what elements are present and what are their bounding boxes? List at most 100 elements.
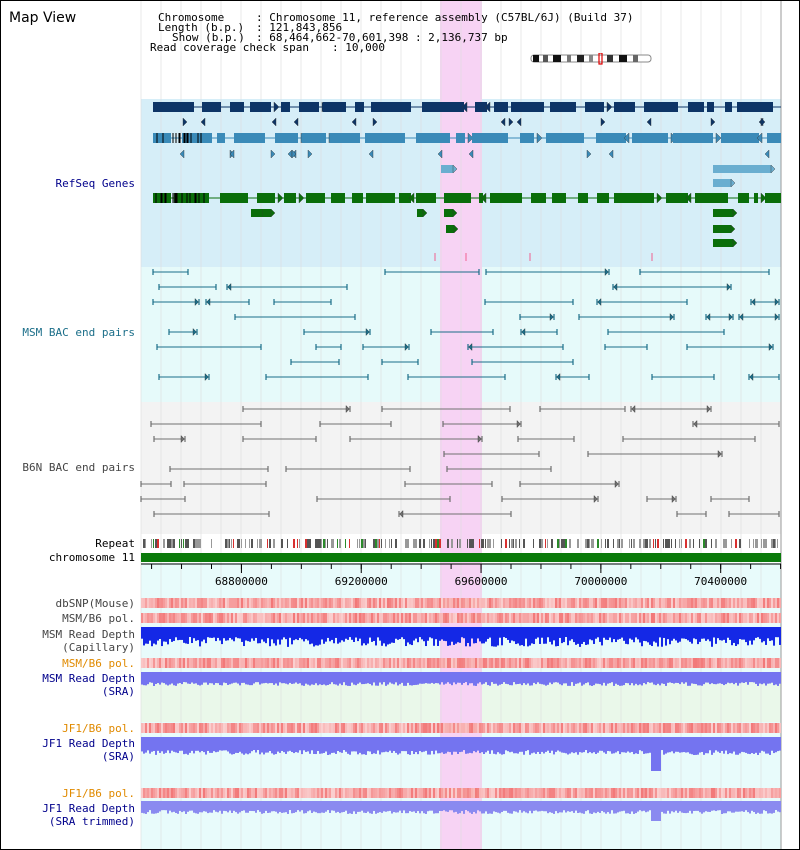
jf1-trimmed-depth-bar (729, 801, 731, 812)
msm-sra-depth-bar (505, 672, 507, 684)
jf1-trimmed-depth-bar (493, 801, 495, 812)
msm-sra-depth-bar (437, 672, 439, 684)
jf1-b6-pol-strip (443, 723, 445, 733)
msm-capillary-depth-bar (733, 627, 735, 643)
jf1-b6-pol-strip (299, 723, 301, 733)
msm-b6-pol-strip (757, 613, 759, 623)
dbsnp-strip (487, 598, 489, 608)
msm-b6-pol-strip-2 (231, 658, 233, 668)
msm-b6-pol-strip (559, 613, 561, 623)
jf1-b6-pol-strip (303, 723, 305, 733)
jf1-sra-depth-bar (665, 737, 667, 754)
dbsnp-strip (475, 598, 477, 608)
dbsnp-strip (423, 598, 425, 608)
dbsnp-strip (289, 598, 291, 608)
jf1-b6-pol-strip (641, 723, 643, 733)
jf1-b6-pol-strip (361, 723, 363, 733)
jf1-b6-pol-strip-2 (337, 788, 339, 798)
msm-b6-pol-strip (725, 613, 727, 623)
msm-b6-pol-strip-2 (409, 658, 411, 668)
msm-b6-pol-strip-2 (513, 658, 515, 668)
jf1-sra-depth-bar (457, 737, 459, 754)
repeat-mark (633, 539, 635, 548)
jf1-trimmed-depth-bar (449, 801, 451, 811)
msm-b6-pol-strip (287, 613, 289, 623)
msm-b6-pol-strip (649, 613, 651, 623)
dbsnp-strip (333, 598, 335, 608)
msm-sra-depth-bar (197, 672, 199, 685)
msm-capillary-depth-bar (659, 627, 661, 638)
msm-sra-depth-bar (393, 672, 395, 685)
msm-sra-depth-bar (587, 672, 589, 683)
jf1-b6-pol-strip-2 (257, 788, 259, 798)
jf1-sra-depth-bar (373, 737, 375, 754)
jf1-b6-pol-strip-2 (299, 788, 301, 798)
jf1-b6-pol-strip (467, 723, 469, 733)
jf1-b6-pol-strip-2 (377, 788, 379, 798)
msm-sra-depth-bar (423, 672, 425, 684)
msm-b6-pol-strip (589, 613, 591, 623)
dbsnp-strip (571, 598, 573, 608)
jf1-sra-depth-bar (725, 737, 727, 751)
jf1-b6-pol-strip (471, 723, 473, 733)
dbsnp-strip (733, 598, 735, 608)
jf1-b6-pol-strip (451, 723, 453, 733)
dbsnp-strip (375, 598, 377, 608)
jf1-b6-pol-strip-2 (675, 788, 677, 798)
msm-b6-pol-strip-2 (445, 658, 447, 668)
jf1-trimmed-depth-bar (185, 801, 187, 814)
msm-b6-pol-strip-2 (447, 658, 449, 668)
gene-strand-arrow (760, 117, 766, 127)
gene-exon (737, 102, 773, 112)
msm-capillary-depth-bar (347, 627, 349, 640)
msm-capillary-depth-bar (197, 627, 199, 641)
msm-b6-pol-strip (421, 613, 423, 623)
dbsnp-strip (561, 598, 563, 608)
msm-capillary-depth-bar (149, 627, 151, 641)
msm-sra-depth-bar (247, 672, 249, 685)
jf1-b6-pol-strip (645, 723, 647, 733)
repeat-mark (483, 539, 484, 548)
gene-exon (707, 102, 714, 112)
gene-strand-arrow (461, 101, 468, 113)
jf1-sra-depth-bar (503, 737, 505, 755)
dbsnp-strip (199, 598, 201, 608)
repeat-mark (337, 539, 338, 548)
jf1-b6-pol-strip-2 (393, 788, 395, 798)
gene-exon (446, 225, 454, 233)
jf1-trimmed-depth-bar (617, 801, 619, 813)
msm-b6-pol-strip (621, 613, 623, 623)
msm-b6-pol-strip-2 (773, 658, 775, 668)
dbsnp-strip (615, 598, 617, 608)
jf1-trimmed-depth-bar (613, 801, 615, 814)
msm-capillary-depth-bar (521, 627, 523, 646)
msm-b6-pol-strip-2 (651, 658, 653, 668)
jf1-trimmed-depth-bar (601, 801, 603, 811)
jf1-b6-pol-strip-2 (165, 788, 167, 798)
msm-b6-pol-strip-2 (265, 658, 267, 668)
msm-sra-depth-bar (253, 672, 255, 684)
repeat-mark (457, 539, 458, 548)
jf1-b6-pol-strip (295, 723, 297, 733)
repeat-mark (589, 539, 590, 548)
jf1-sra-depth-bar (489, 737, 491, 754)
jf1-b6-pol-strip-2 (563, 788, 565, 798)
dbsnp-strip (545, 598, 547, 608)
dbsnp-strip (749, 598, 751, 608)
msm-capillary-depth-bar (371, 627, 373, 642)
jf1-b6-pol-strip (255, 723, 257, 733)
jf1-trimmed-depth-bar (485, 801, 487, 812)
jf1-b6-pol-strip-2 (747, 788, 749, 798)
msm-b6-pol-strip (321, 613, 323, 623)
msm-b6-pol-strip-2 (423, 658, 425, 668)
msm-capillary-depth-bar (215, 627, 217, 642)
chromosome-ideogram[interactable] (529, 53, 653, 65)
jf1-b6-pol-strip (421, 723, 423, 733)
msm-b6-pol-strip (693, 613, 695, 623)
jf1-b6-pol-strip (737, 723, 739, 733)
jf1-b6-pol-strip-2 (195, 788, 197, 798)
msm-capillary-depth-bar (379, 627, 381, 641)
dbsnp-strip (259, 598, 261, 608)
gene-strand-arrow (179, 149, 185, 159)
